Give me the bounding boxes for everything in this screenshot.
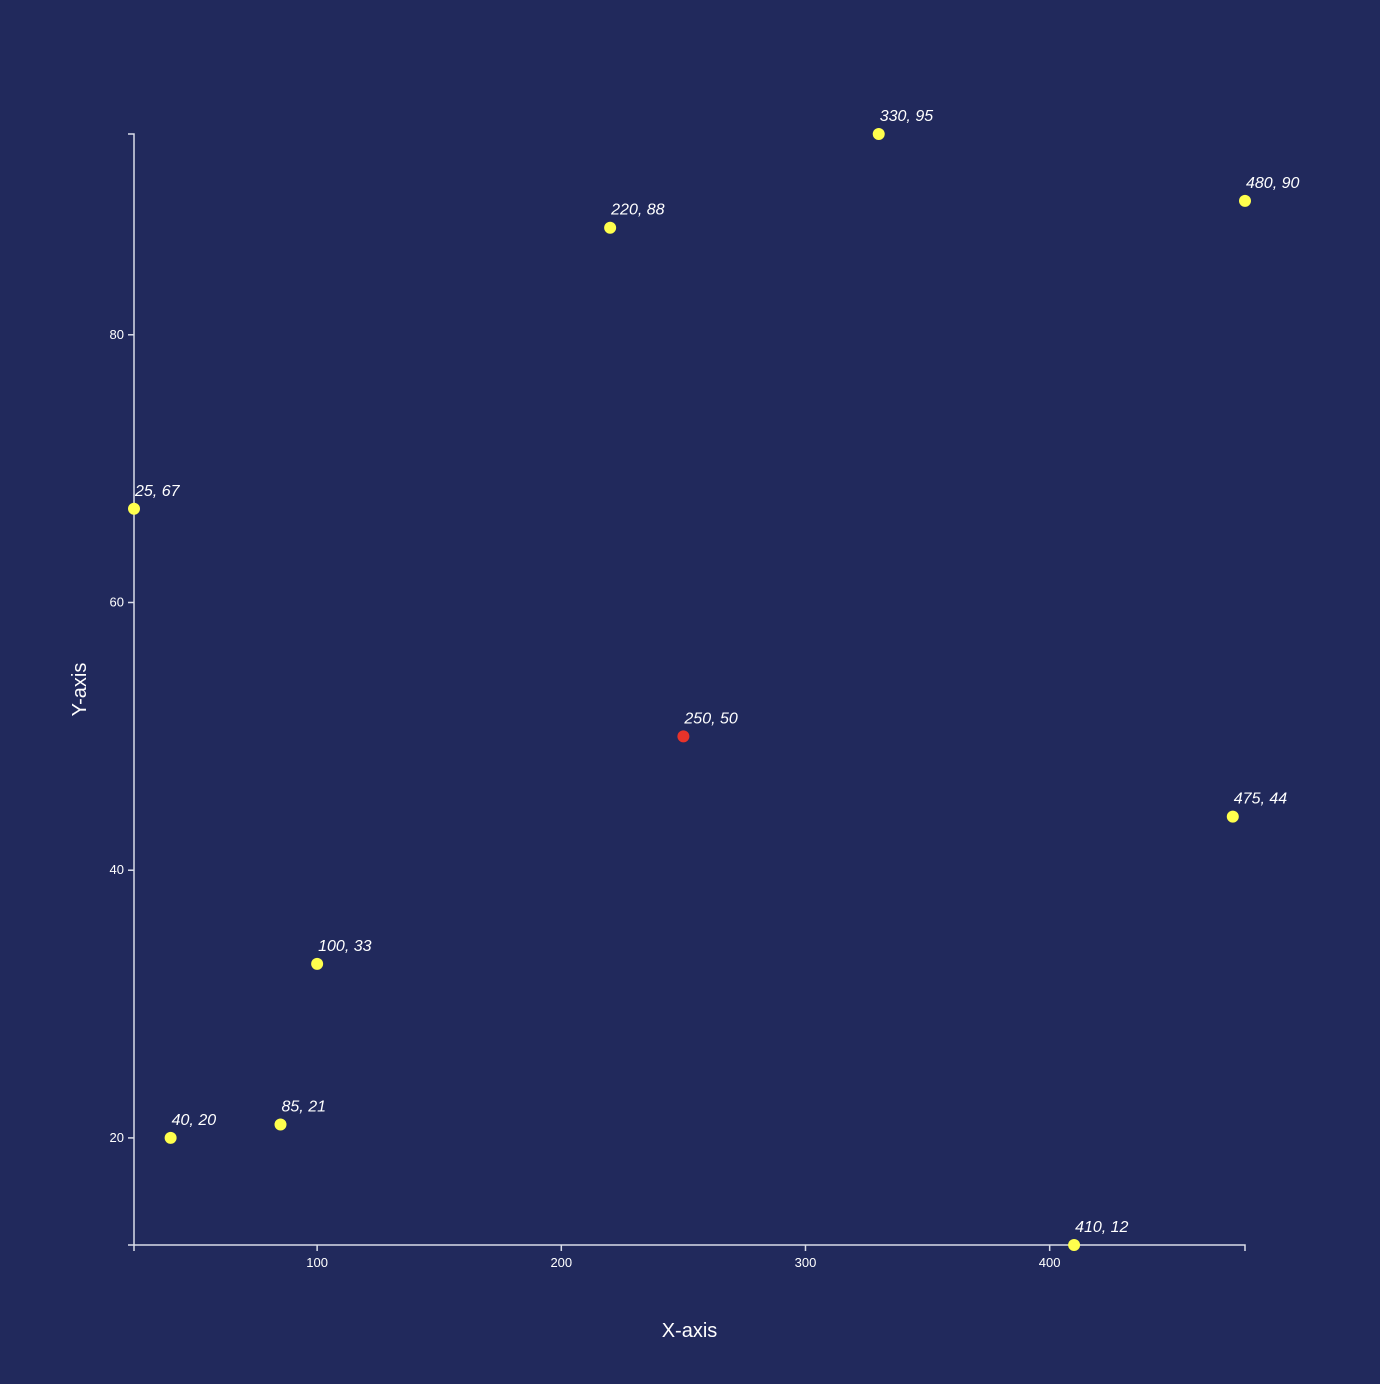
x-tick-label: 400 (1039, 1255, 1061, 1270)
highlighted-data-point (677, 730, 690, 743)
data-point-label: 220, 88 (610, 202, 664, 219)
x-axis-line (133, 1244, 1246, 1251)
y-tick-label: 60 (110, 594, 124, 609)
data-point (1068, 1239, 1081, 1251)
y-tick-label: 80 (110, 327, 124, 342)
data-point-label: 480, 90 (1246, 175, 1299, 192)
points-layer: 25, 67 40, 20 85, 21 100, 33 220, 88 250, 50 3… (128, 108, 1299, 1251)
y-axis-line (128, 133, 135, 1246)
data-point-label: 85, 21 (282, 1099, 326, 1116)
x-tick-label: 200 (550, 1255, 572, 1270)
data-point-label: 475, 44 (1234, 791, 1287, 808)
data-point (604, 221, 617, 234)
y-axis: 20 40 60 80 (110, 133, 135, 1246)
y-tick-label: 40 (110, 862, 124, 877)
y-axis-title: Y-axis (69, 663, 91, 717)
data-point-label: 25, 67 (134, 483, 181, 500)
x-axis-title: X-axis (662, 1320, 718, 1342)
data-point-label: 100, 33 (318, 938, 371, 955)
data-point (164, 1131, 177, 1144)
x-tick-label: 100 (306, 1255, 328, 1270)
data-point-label: 330, 95 (880, 108, 933, 125)
data-point-label: 40, 20 (172, 1112, 217, 1129)
x-tick-label: 300 (795, 1255, 817, 1270)
data-point (128, 502, 140, 515)
data-point (1226, 810, 1239, 823)
data-point (274, 1118, 287, 1131)
data-point-label: 410, 12 (1075, 1219, 1128, 1236)
x-axis: 100 200 300 400 (133, 1244, 1246, 1270)
data-point (1239, 194, 1251, 207)
data-point-label: 250, 50 (683, 710, 737, 727)
data-point (311, 957, 324, 970)
data-point (872, 128, 885, 140)
y-tick-label: 20 (110, 1130, 124, 1145)
